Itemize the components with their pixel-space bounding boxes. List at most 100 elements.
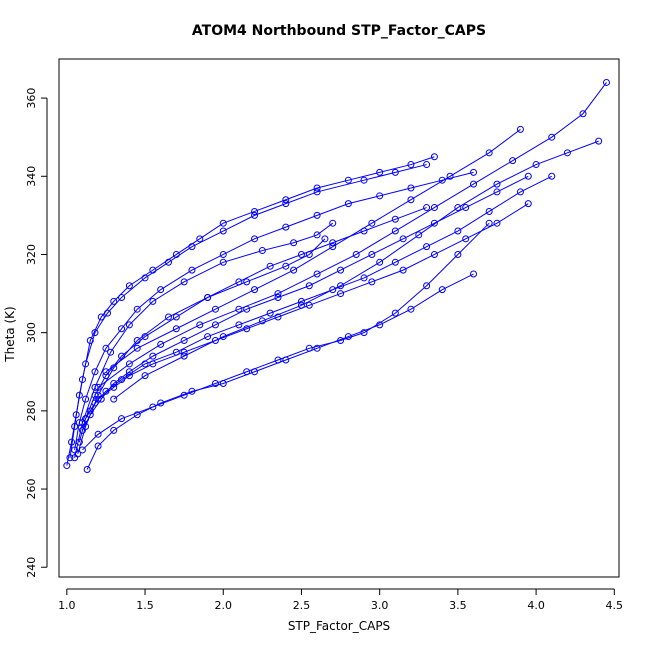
x-axis: 1.0 1.5 2.0 2.5 3.0 3.5 4.0 4.5 (58, 588, 623, 612)
x-tick-label: 2.5 (293, 599, 311, 612)
data-point (430, 153, 438, 161)
series (82, 172, 556, 423)
data-point (204, 293, 212, 301)
series (71, 168, 478, 454)
series (94, 78, 610, 391)
series-line (77, 238, 326, 454)
data-point (297, 250, 305, 258)
data-point (290, 266, 298, 274)
data-point (532, 161, 540, 169)
data-point (274, 356, 282, 364)
data-point (91, 368, 99, 376)
data-point (82, 395, 90, 403)
data-point (563, 149, 571, 157)
data-point (149, 297, 157, 305)
data-point (103, 309, 111, 317)
data-point (391, 227, 399, 235)
plot-frame (58, 58, 620, 578)
data-point (219, 258, 227, 266)
data-point (125, 372, 133, 380)
data-point (305, 301, 313, 309)
x-tick-label: 3.5 (449, 599, 467, 612)
data-point (368, 250, 376, 258)
data-point (282, 223, 290, 231)
data-point (102, 368, 110, 376)
data-point (71, 422, 79, 430)
data-point (305, 282, 313, 290)
y-axis-label: Theta (K) (3, 306, 17, 362)
data-point (329, 239, 337, 247)
data-point (274, 290, 282, 298)
data-point (211, 336, 219, 344)
data-point (430, 219, 438, 227)
series-line (89, 203, 529, 412)
data-point (141, 372, 149, 380)
data-point (407, 184, 415, 192)
data-point (548, 133, 556, 141)
data-point (524, 200, 532, 208)
data-point (391, 309, 399, 317)
data-point (75, 391, 83, 399)
data-point (164, 313, 172, 321)
data-point (423, 282, 431, 290)
data-point (415, 231, 423, 239)
data-point (305, 344, 313, 352)
data-point (91, 383, 99, 391)
series (102, 125, 524, 376)
data-point (91, 329, 99, 337)
data-point (399, 266, 407, 274)
data-point (107, 348, 115, 356)
x-tick-label: 4.0 (527, 599, 545, 612)
data-point (196, 235, 204, 243)
data-point (454, 227, 462, 235)
chart-title: ATOM4 Northbound STP_Factor_CAPS (192, 23, 486, 39)
data-point (313, 231, 321, 239)
data-point (470, 168, 478, 176)
data-point (110, 297, 118, 305)
data-point (524, 172, 532, 180)
data-point (423, 243, 431, 251)
data-point (172, 325, 180, 333)
data-point (493, 219, 501, 227)
data-point (399, 235, 407, 243)
data-point (180, 348, 188, 356)
data-point (149, 352, 157, 360)
series-line (113, 140, 599, 400)
data-point (454, 250, 462, 258)
data-point (110, 383, 118, 391)
data-point (188, 266, 196, 274)
series (110, 137, 603, 403)
data-point (352, 250, 360, 258)
data-point (149, 403, 157, 411)
data-point (407, 161, 415, 169)
data-point (454, 204, 462, 212)
data-point (313, 211, 321, 219)
data-point (337, 282, 345, 290)
series (74, 235, 329, 458)
data-point (235, 321, 243, 329)
data-point (133, 344, 141, 352)
data-point (329, 286, 337, 294)
data-point (125, 360, 133, 368)
data-point (266, 262, 274, 270)
data-point (493, 180, 501, 188)
data-point (329, 243, 337, 251)
data-point (211, 321, 219, 329)
data-point (344, 200, 352, 208)
data-point (211, 305, 219, 313)
data-point (251, 235, 259, 243)
series (83, 270, 478, 473)
data-point (94, 430, 102, 438)
data-point (321, 235, 329, 243)
x-axis-label: STP_Factor_CAPS (288, 619, 390, 633)
data-point (282, 200, 290, 208)
series-layer (63, 78, 610, 473)
data-point (360, 176, 368, 184)
series-line (97, 82, 607, 388)
x-tick-label: 3.0 (371, 599, 389, 612)
data-point (211, 379, 219, 387)
data-point (368, 278, 376, 286)
data-point (446, 172, 454, 180)
x-tick-label: 1.0 (58, 599, 76, 612)
data-point (470, 270, 478, 278)
